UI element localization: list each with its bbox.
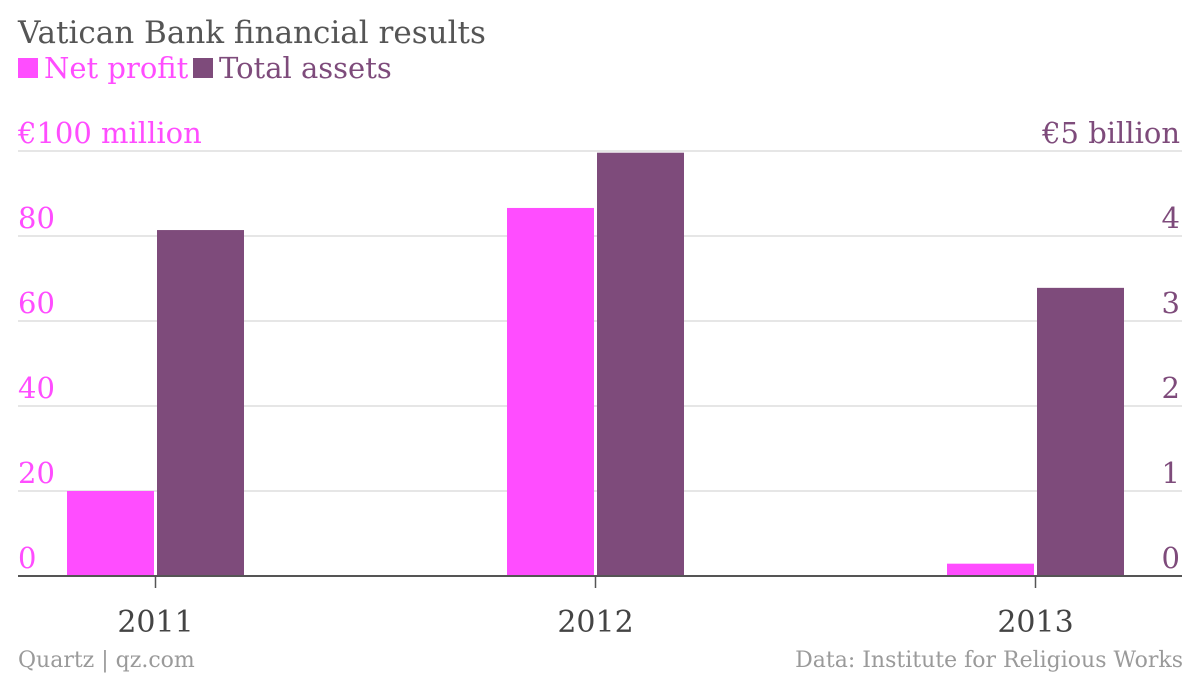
bar-total-assets-2012	[597, 152, 684, 576]
right-tick-label: 4	[1162, 201, 1180, 235]
chart-title: Vatican Bank financial results	[17, 15, 486, 51]
bar-net-profit-2012	[507, 207, 594, 576]
x-tick-label: 2011	[117, 605, 193, 640]
bars	[67, 152, 1124, 577]
right-tick-label: 3	[1162, 286, 1180, 320]
left-tick-label: 0	[18, 541, 36, 575]
left-tick-label: 20	[18, 456, 55, 490]
left-axis: 0 20 40 60 80 €100 million	[17, 116, 202, 575]
left-tick-label: €100 million	[17, 116, 202, 150]
footer-source-right: Data: Institute for Religious Works	[795, 648, 1183, 673]
legend-label-net-profit: Net profit	[44, 51, 189, 85]
bar-net-profit-2013	[947, 563, 1034, 576]
left-tick-label: 60	[18, 286, 55, 320]
right-tick-label: 1	[1162, 456, 1180, 490]
bar-total-assets-2011	[157, 230, 244, 577]
right-tick-label: €5 billion	[1041, 116, 1180, 150]
right-tick-label: 2	[1162, 371, 1180, 405]
x-tick-label: 2013	[997, 605, 1073, 640]
footer-source-left: Quartz | qz.com	[18, 648, 195, 673]
bar-total-assets-2013	[1037, 287, 1124, 576]
legend-swatch-total-assets	[193, 58, 213, 78]
x-tick-label: 2012	[557, 605, 633, 640]
x-axis-categories: 2011 2012 2013	[117, 576, 1074, 640]
bar-net-profit-2011	[67, 491, 154, 576]
legend-swatch-net-profit	[18, 58, 38, 78]
legend: Net profit Total assets	[18, 51, 392, 85]
left-tick-label: 40	[18, 371, 55, 405]
left-tick-label: 80	[18, 201, 55, 235]
right-axis: 0 1 2 3 4 €5 billion	[1041, 116, 1180, 575]
right-tick-label: 0	[1162, 541, 1180, 575]
legend-label-total-assets: Total assets	[219, 51, 392, 85]
